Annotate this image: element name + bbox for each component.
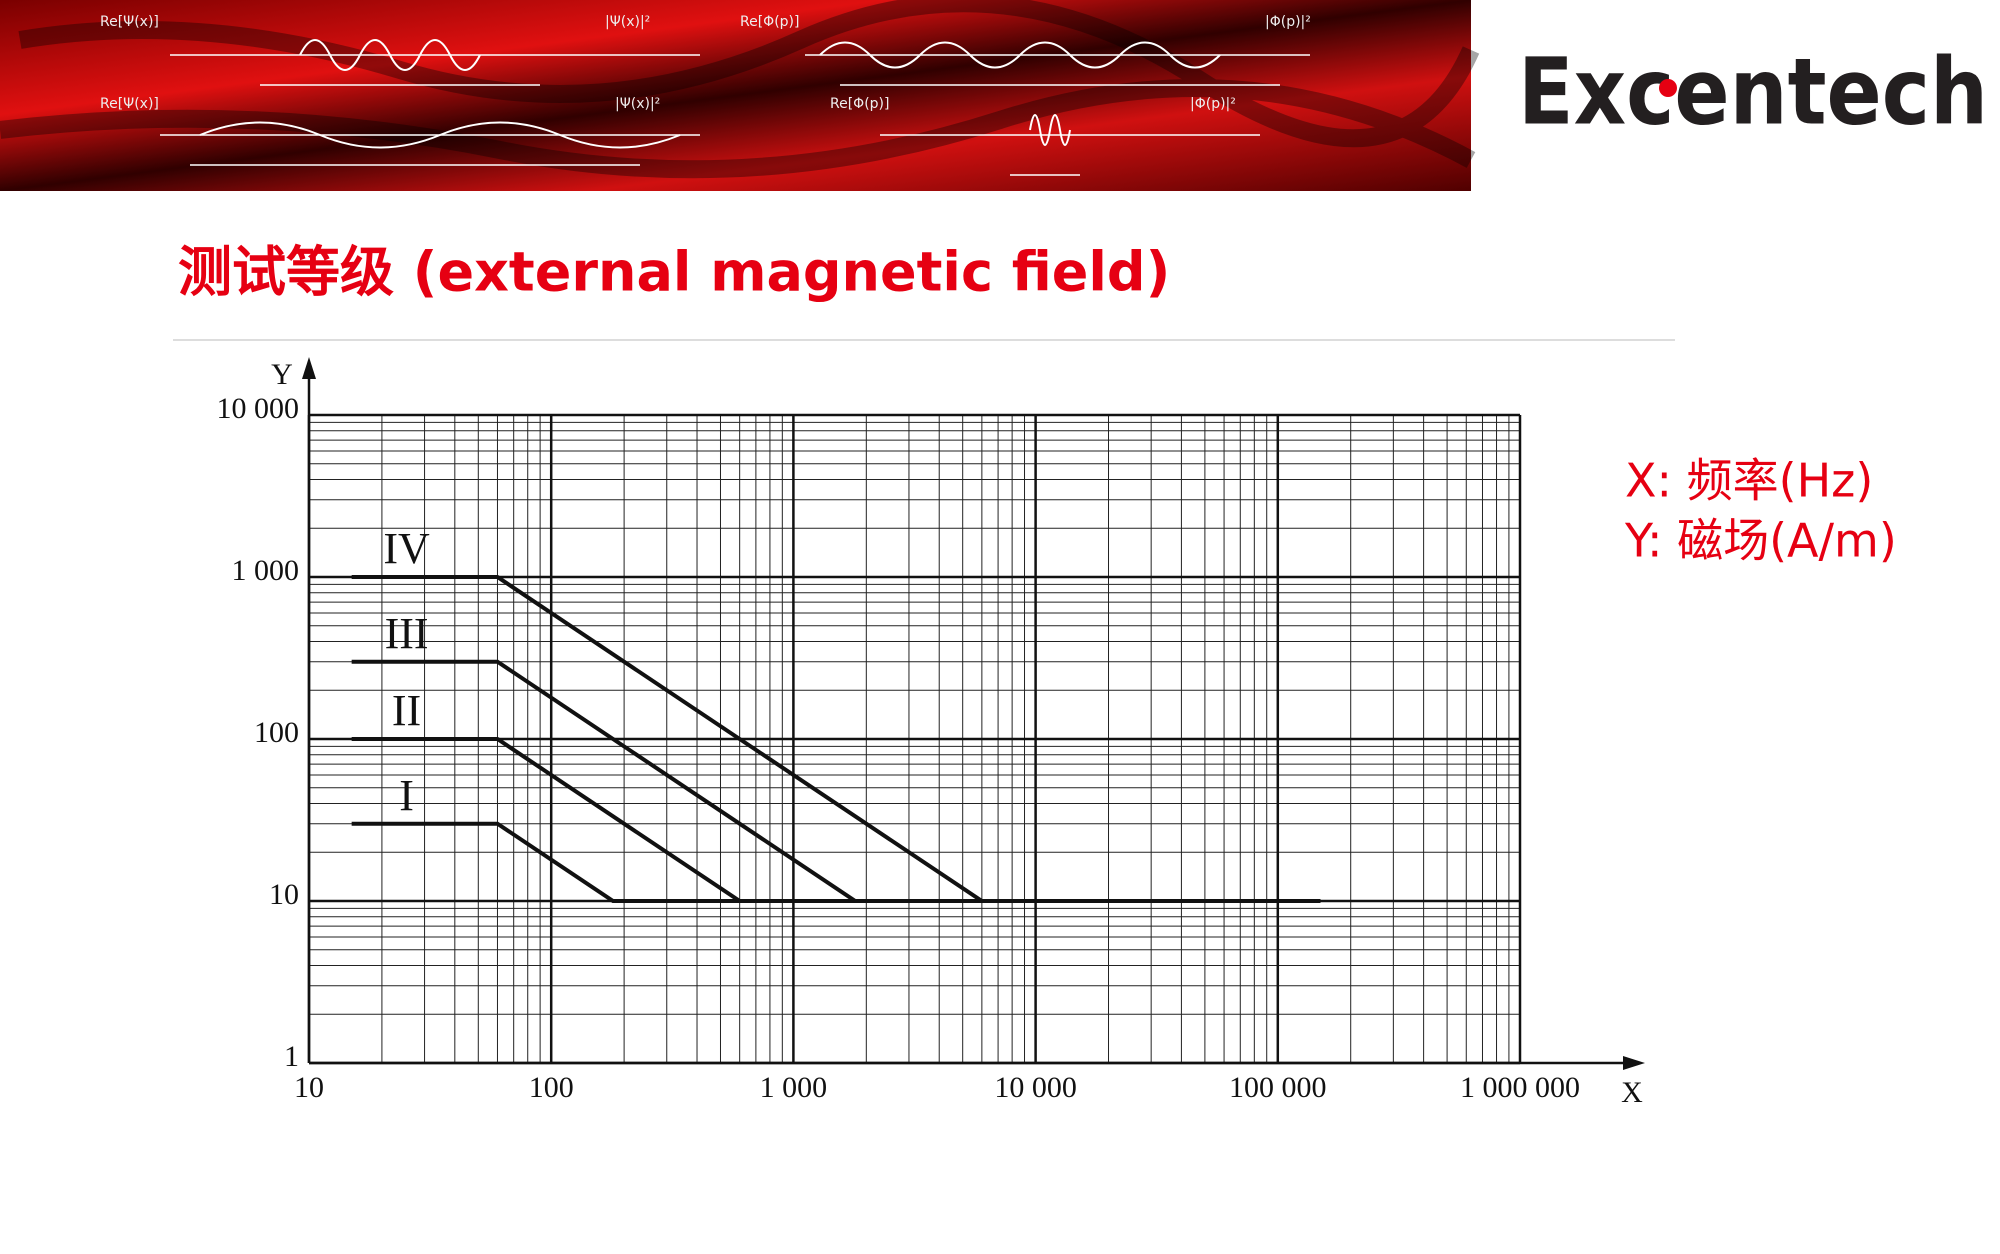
banner-label: Re[Φ(p)] (740, 14, 799, 30)
banner-label: Re[Ψ(x)] (100, 96, 159, 112)
plot: 10 100 1 000 10 000 100 000 1 000 0001101001 … (217, 357, 1645, 1109)
banner-smoke (0, 0, 1480, 179)
x-tick-label: 10 000 (994, 1071, 1077, 1104)
y-tick-label: 10 (269, 878, 299, 911)
y-axis-label: Y (271, 358, 293, 391)
y-tick-label: 100 (254, 716, 299, 749)
annotation: X: 频率(Hz) (1625, 454, 1873, 508)
banner-label: Re[Ψ(x)] (100, 14, 159, 30)
annotation: Y: 磁场(A/m) (1624, 514, 1897, 568)
x-tick-label: 100 000 (1229, 1071, 1327, 1104)
banner: Re[Ψ(x)] |Ψ(x)|² Re[Φ(p)] |Φ(p)|² Re[Ψ(x… (0, 0, 1480, 191)
series-label: II (392, 686, 421, 735)
banner-bg (0, 0, 1471, 191)
banner-axes (160, 54, 1310, 176)
logo: Excentech (1518, 38, 1988, 145)
banner-label: |Ψ(x)|² (605, 14, 650, 30)
banner-label: |Φ(p)|² (1265, 14, 1311, 30)
banner-label: Re[Φ(p)] (830, 96, 889, 112)
y-tick-label: 10 000 (217, 392, 300, 425)
x-tick-label: 100 (529, 1071, 574, 1104)
x-arrow (1623, 1056, 1645, 1070)
x-axis-label: X (1621, 1076, 1643, 1109)
banner-label: |Ψ(x)|² (615, 96, 660, 112)
series-label: I (399, 771, 414, 820)
y-arrow (302, 357, 316, 379)
banner-label: |Φ(p)|² (1190, 96, 1236, 112)
series-label: IV (383, 524, 430, 573)
x-tick-label: 10 (294, 1071, 324, 1104)
series-label: III (385, 609, 429, 658)
y-tick-label: 1 (284, 1040, 299, 1073)
logo-dot (1659, 79, 1677, 97)
x-tick-label: 1 000 (760, 1071, 828, 1104)
chart-title: 测试等级 (external magnetic field) (178, 241, 1170, 304)
x-tick-label: 1 000 000 (1460, 1071, 1580, 1104)
series-line (351, 575, 1321, 903)
y-tick-label: 1 000 (232, 554, 300, 587)
